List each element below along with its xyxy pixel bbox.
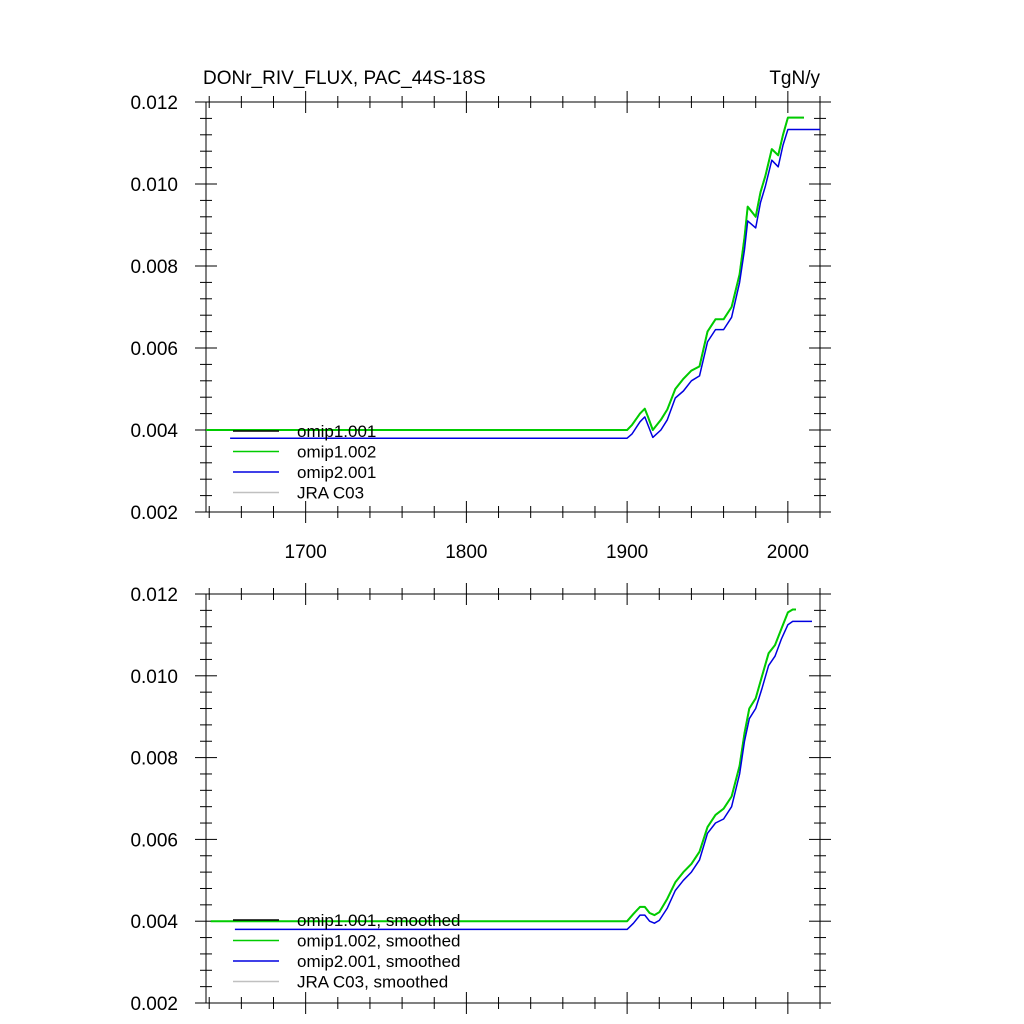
units-label: TgN/y [769, 68, 820, 89]
top-panel: 1700 1800 1900 2000 0.002 0.004 0.006 0.008 0.01… [130, 91, 831, 563]
legend-label: omip1.002 [297, 443, 376, 462]
legend-label: omip1.002, smoothed [297, 932, 461, 951]
y-tick-label: 0.012 [130, 93, 178, 114]
chart-title: DONr_RIV_FLUX, PAC_44S-18S [203, 68, 486, 89]
legend-label: JRA C03, smoothed [297, 973, 448, 992]
series-line-0 [210, 608, 796, 922]
y-tick-label: 0.010 [130, 667, 178, 688]
y-tick-label: 0.008 [130, 257, 178, 278]
plot-frame [205, 101, 821, 513]
y-tick-label: 0.002 [130, 994, 178, 1015]
legend-label: omip1.001 [297, 422, 376, 441]
x-tick-label: 1900 [606, 542, 648, 563]
plot-frame [205, 593, 821, 1004]
x-tick-label: 1700 [285, 542, 327, 563]
y-tick-label: 0.012 [130, 585, 178, 606]
legend-label: JRA C03 [297, 484, 364, 503]
series-line-1 [206, 116, 804, 431]
y-tick-label: 0.002 [130, 503, 178, 524]
legend-label: omip2.001, smoothed [297, 952, 461, 971]
series-line-1 [210, 608, 796, 923]
y-tick-label: 0.010 [130, 175, 178, 196]
y-tick-label: 0.004 [130, 421, 178, 442]
bottom-panel: 0.002 0.004 0.006 0.008 0.010 0.012 omip1.001,… [130, 583, 831, 1015]
legend-label: omip2.001 [297, 463, 376, 482]
x-tick-label: 2000 [767, 542, 809, 563]
y-tick-label: 0.006 [130, 339, 178, 360]
x-tick-label: 1800 [445, 542, 487, 563]
series-line-2 [234, 620, 812, 931]
series-line-0 [206, 116, 804, 431]
y-tick-label: 0.004 [130, 912, 178, 933]
legend-label: omip1.001, smoothed [297, 911, 461, 930]
y-tick-label: 0.008 [130, 749, 178, 770]
series-line-2 [230, 128, 820, 439]
y-tick-label: 0.006 [130, 830, 178, 851]
